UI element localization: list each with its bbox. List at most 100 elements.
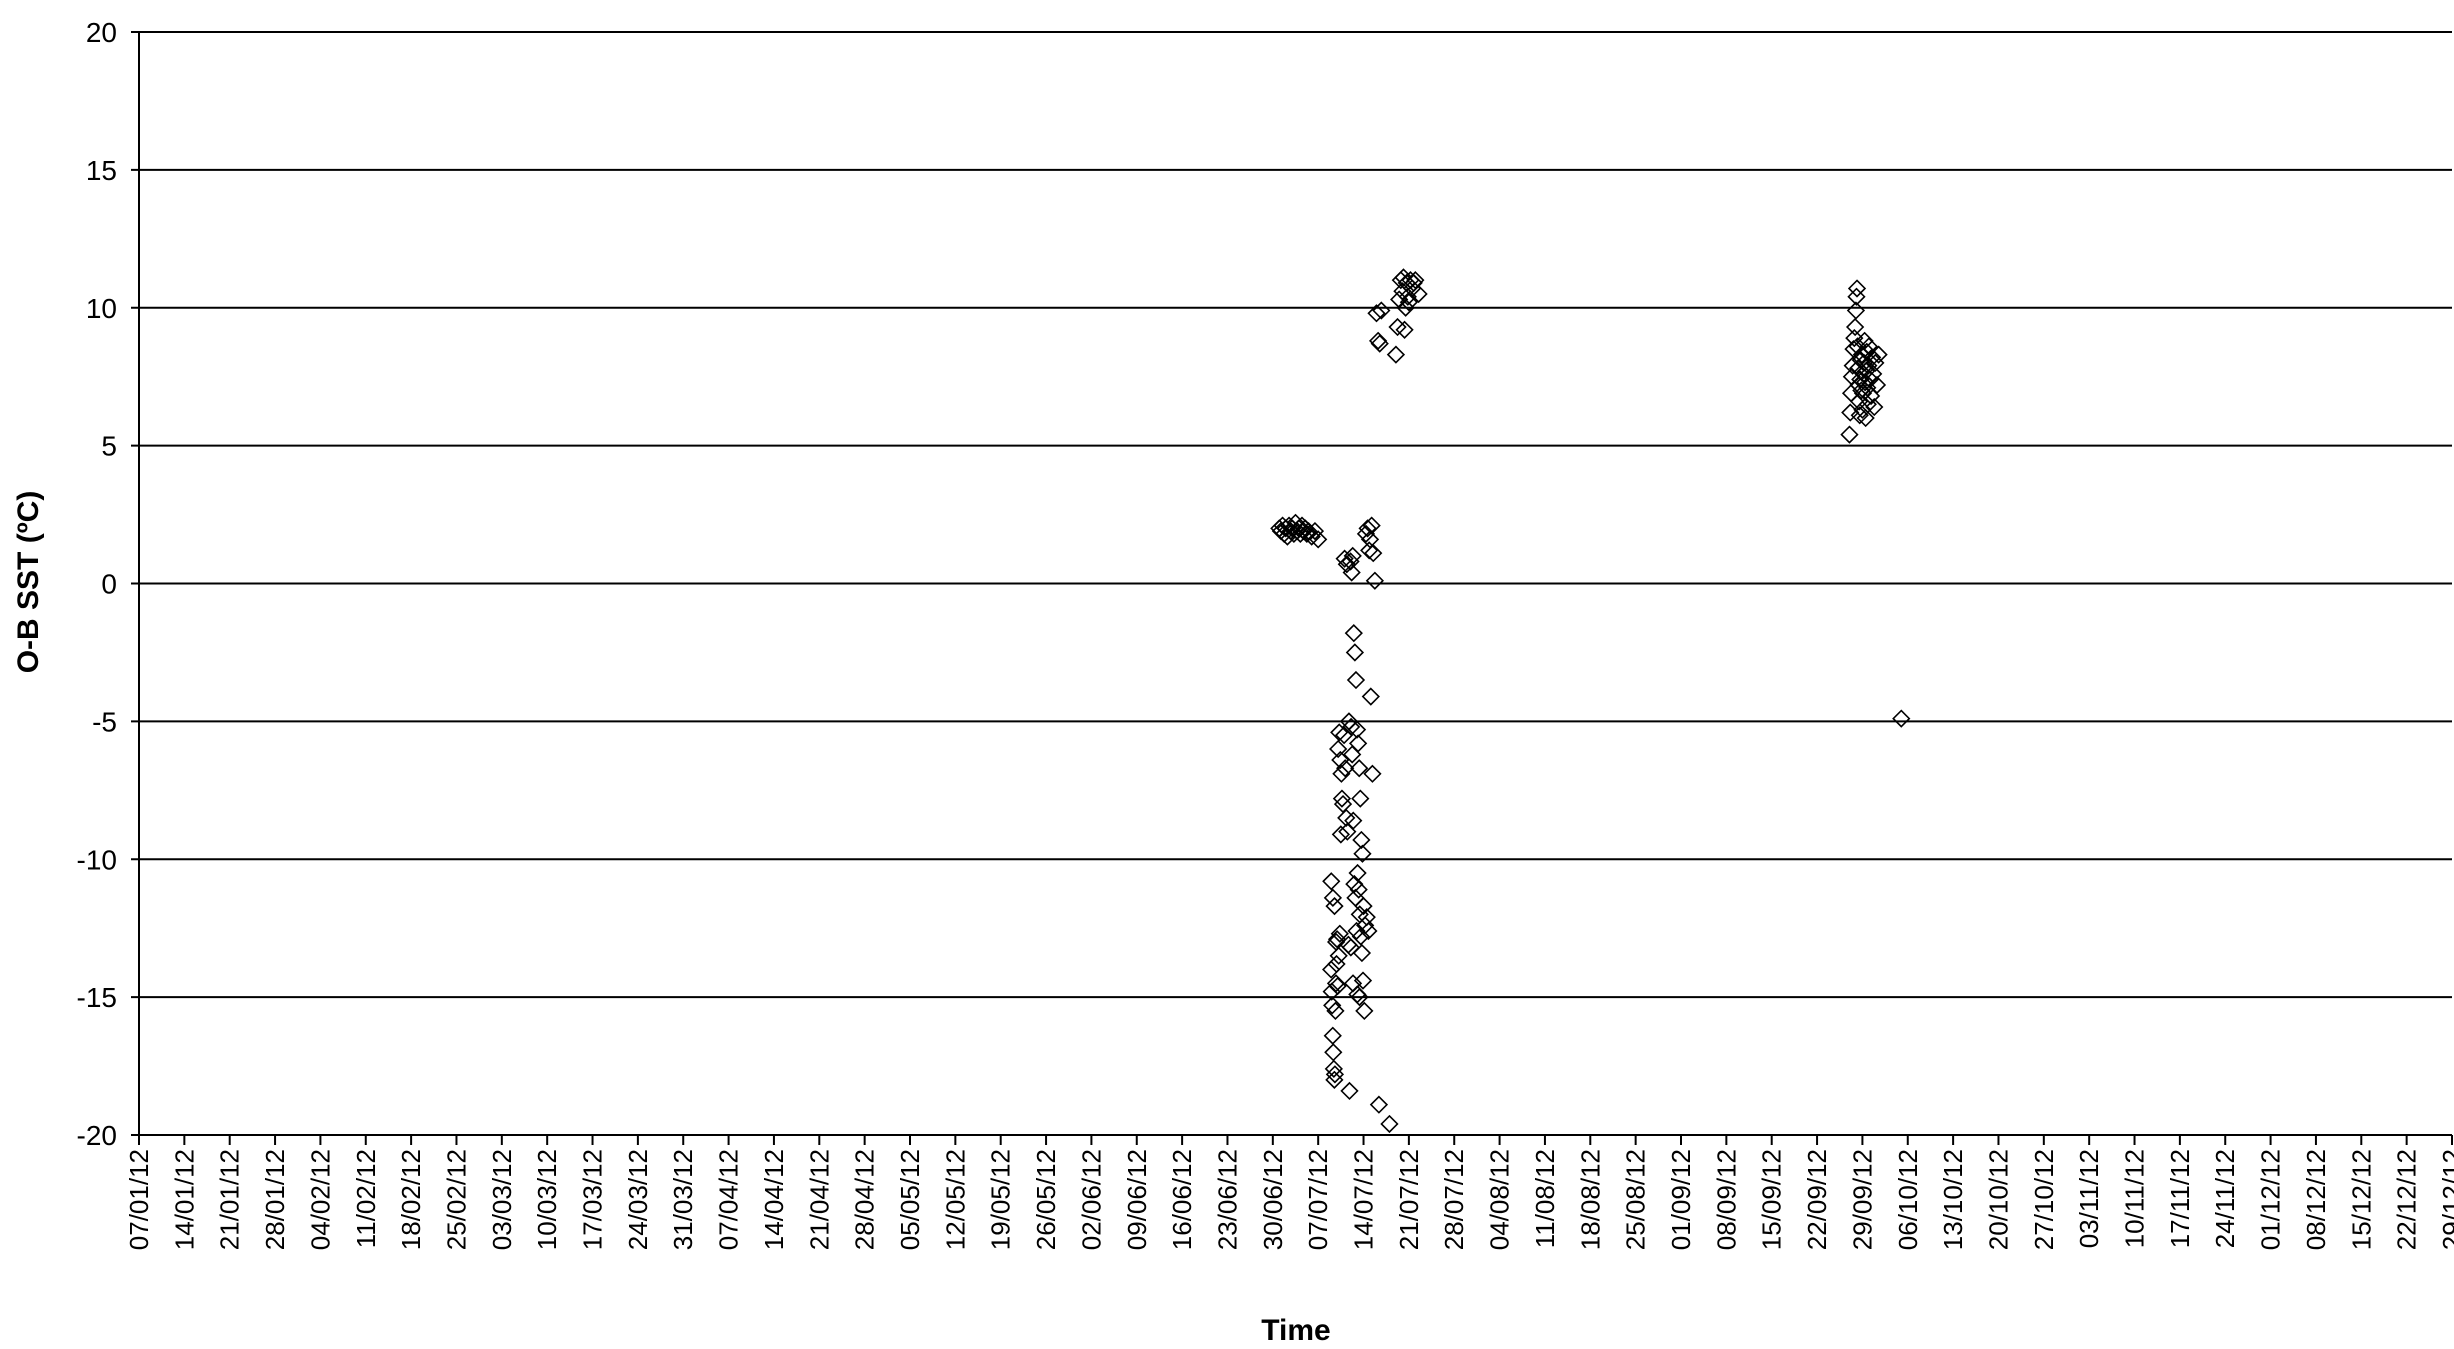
y-tick-label: 10: [86, 293, 117, 324]
data-point: [1351, 927, 1370, 946]
data-point: [1326, 1001, 1345, 1021]
x-tick-label: 02/06/12: [1076, 1149, 1106, 1250]
data-point: [1399, 293, 1419, 312]
data-point: [1855, 331, 1874, 350]
data-point: [1327, 930, 1347, 949]
data-point: [1350, 905, 1369, 924]
data-point: [1322, 872, 1341, 891]
x-tick-label: 19/05/12: [986, 1149, 1016, 1250]
data-point: [1356, 524, 1376, 543]
data-point: [1325, 896, 1344, 916]
data-point: [1396, 298, 1415, 317]
data-point: [1846, 301, 1866, 320]
data-point: [1323, 1026, 1342, 1045]
x-tick-label: 07/01/12: [124, 1149, 154, 1250]
y-tick-label: -10: [77, 844, 117, 875]
data-point: [1332, 764, 1351, 783]
data-point: [1352, 943, 1372, 963]
x-tick-label: 14/01/12: [169, 1149, 199, 1250]
horizontal-gridlines: [139, 31, 2452, 1136]
data-point: [1348, 734, 1368, 753]
data-point: [1388, 317, 1407, 337]
data-point: [1346, 888, 1365, 907]
y-tick-label: -5: [92, 706, 117, 737]
data-point: [1843, 356, 1862, 375]
x-axis: 07/01/12 14/01/12 21/01/12 28/01/12 04/02/12…: [124, 1134, 2454, 1250]
data-point: [1330, 924, 1349, 943]
x-tick-label: 24/11/12: [2210, 1149, 2240, 1248]
data-point: [1324, 1059, 1343, 1078]
x-tick-label: 22/12/12: [2392, 1149, 2422, 1250]
data-point: [1323, 888, 1343, 907]
data-point: [1323, 996, 1342, 1015]
data-point: [1386, 345, 1406, 364]
data-point: [1847, 287, 1866, 306]
data-point: [1299, 521, 1318, 541]
x-tick-label: 21/07/12: [1394, 1149, 1424, 1250]
data-point: [1368, 331, 1388, 350]
x-tick-label: 25/02/12: [441, 1149, 471, 1250]
x-tick-label: 28/07/12: [1439, 1149, 1469, 1250]
data-point: [1356, 916, 1375, 935]
x-tick-label: 28/04/12: [850, 1149, 880, 1250]
data-point: [1345, 874, 1364, 894]
x-tick-label: 14/07/12: [1349, 1149, 1379, 1250]
x-tick-label: 12/05/12: [940, 1149, 970, 1250]
data-point: [1342, 563, 1361, 582]
data-point: [1305, 521, 1325, 541]
data-point: [1346, 670, 1366, 690]
y-axis-title: O-B SST (ºC): [12, 491, 45, 674]
x-tick-label: 17/11/12: [2165, 1149, 2195, 1248]
data-point: [1859, 337, 1879, 356]
data-point: [1364, 544, 1383, 563]
data-point: [1335, 549, 1354, 568]
y-tick-label: -15: [77, 982, 117, 1013]
data-point: [1352, 830, 1371, 850]
data-point: [1856, 408, 1875, 428]
data-point: [1380, 1114, 1399, 1134]
data-point: [1331, 825, 1350, 844]
x-tick-label: 03/03/12: [487, 1149, 517, 1250]
data-point: [1333, 794, 1353, 814]
data-point: [1330, 723, 1349, 742]
x-tick-label: 21/04/12: [804, 1149, 834, 1250]
data-point: [1322, 960, 1341, 979]
data-point: [1847, 279, 1867, 298]
data-point: [1892, 709, 1911, 728]
x-tick-label: 24/03/12: [623, 1149, 653, 1250]
x-tick-label: 15/09/12: [1757, 1149, 1787, 1250]
data-point: [1329, 946, 1348, 965]
data-points: [1270, 268, 1911, 1134]
data-point: [1341, 552, 1360, 571]
x-tick-label: 29/12/12: [2437, 1149, 2454, 1250]
data-point: [1332, 789, 1352, 808]
data-point: [1353, 971, 1373, 990]
data-point: [1340, 1081, 1359, 1101]
x-tick-label: 30/06/12: [1258, 1149, 1288, 1250]
data-point: [1360, 541, 1379, 560]
data-point: [1350, 759, 1369, 778]
data-point: [1370, 334, 1389, 353]
data-point: [1344, 811, 1363, 830]
x-tick-label: 25/08/12: [1621, 1149, 1651, 1250]
x-tick-label: 23/06/12: [1212, 1149, 1242, 1250]
x-tick-label: 11/08/12: [1530, 1149, 1560, 1248]
x-tick-label: 18/08/12: [1575, 1149, 1605, 1250]
data-point: [1845, 317, 1865, 337]
data-point: [1350, 987, 1369, 1007]
x-tick-label: 26/05/12: [1031, 1149, 1061, 1250]
y-tick-label: -20: [77, 1120, 117, 1151]
data-point: [1354, 896, 1373, 916]
data-point: [1362, 516, 1381, 535]
x-axis-title: Time: [1261, 1314, 1330, 1347]
data-point: [1337, 808, 1356, 828]
data-point: [1353, 844, 1372, 863]
x-tick-label: 06/10/12: [1893, 1149, 1923, 1250]
x-tick-label: 07/04/12: [714, 1149, 744, 1250]
data-point: [1355, 1001, 1374, 1021]
x-tick-label: 14/04/12: [759, 1149, 789, 1250]
x-tick-label: 13/10/12: [1938, 1149, 1968, 1250]
data-point: [1850, 406, 1869, 425]
data-point: [1309, 530, 1328, 549]
data-point: [1358, 519, 1377, 538]
